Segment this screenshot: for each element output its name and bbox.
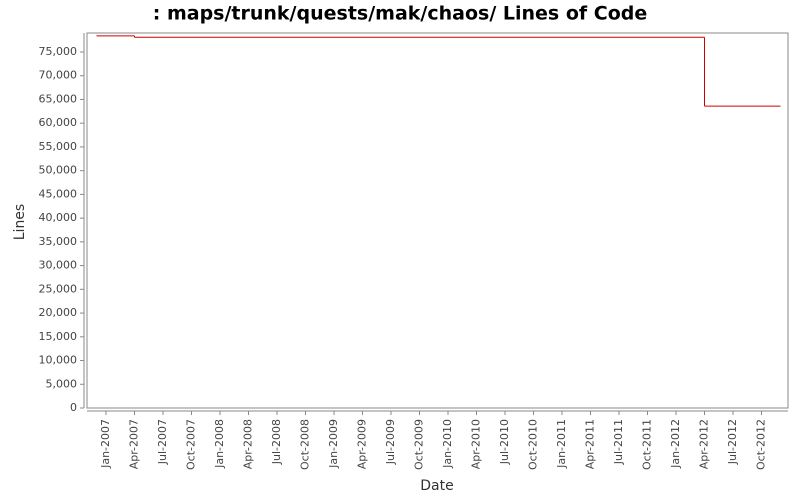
y-tick-label: 20,000: [39, 306, 78, 319]
y-tick-label: 70,000: [39, 69, 78, 82]
x-tick-label: Apr-2010: [470, 419, 483, 469]
x-tick-label: Oct-2011: [641, 419, 654, 470]
x-tick-label: Apr-2008: [242, 419, 255, 469]
y-tick-label: 15,000: [39, 330, 78, 343]
y-tick-label: 0: [70, 401, 77, 414]
x-tick-label: Jul-2010: [498, 419, 511, 465]
y-tick-label: 65,000: [39, 92, 78, 105]
x-tick-label: Oct-2010: [527, 419, 540, 470]
y-tick-label: 35,000: [39, 235, 78, 248]
chart-title: : maps/trunk/quests/mak/chaos/ Lines of …: [153, 3, 648, 25]
plot-area: [86, 32, 789, 409]
x-tick-label: Jan-2007: [99, 419, 112, 469]
x-tick-label: Oct-2007: [185, 419, 198, 470]
y-tick-label: 50,000: [39, 164, 78, 177]
x-tick-label: Jan-2010: [441, 419, 454, 469]
x-tick-label: Jul-2007: [156, 419, 169, 465]
y-tick-label: 5,000: [46, 377, 78, 390]
x-tick-label: Oct-2009: [413, 419, 426, 470]
x-tick-label: Oct-2012: [755, 419, 768, 470]
x-tick-label: Jan-2008: [213, 419, 226, 469]
x-tick-label: Apr-2007: [128, 419, 141, 469]
y-tick-label: 60,000: [39, 116, 78, 129]
x-tick-label: Jul-2008: [270, 419, 283, 465]
y-tick-label: 45,000: [39, 187, 78, 200]
x-tick-label: Jul-2011: [612, 419, 625, 465]
y-tick-label: 55,000: [39, 140, 78, 153]
x-tick-label: Oct-2008: [299, 419, 312, 470]
x-axis-label: Date: [420, 478, 453, 494]
x-tick-label: Jan-2009: [327, 419, 340, 469]
x-tick-label: Apr-2012: [698, 419, 711, 469]
x-tick-label: Jan-2011: [555, 419, 568, 469]
x-tick-label: Jul-2009: [384, 419, 397, 465]
y-tick-label: 30,000: [39, 259, 78, 272]
y-tick-label: 40,000: [39, 211, 78, 224]
y-axis-label: Lines: [12, 204, 28, 240]
y-tick-label: 25,000: [39, 282, 78, 295]
y-tick-label: 75,000: [39, 45, 78, 58]
x-tick-label: Jan-2012: [669, 419, 682, 469]
x-tick-label: Apr-2009: [356, 419, 369, 469]
x-tick-label: Jul-2012: [726, 419, 739, 465]
x-tick-label: Apr-2011: [584, 419, 597, 469]
y-tick-label: 10,000: [39, 354, 78, 367]
